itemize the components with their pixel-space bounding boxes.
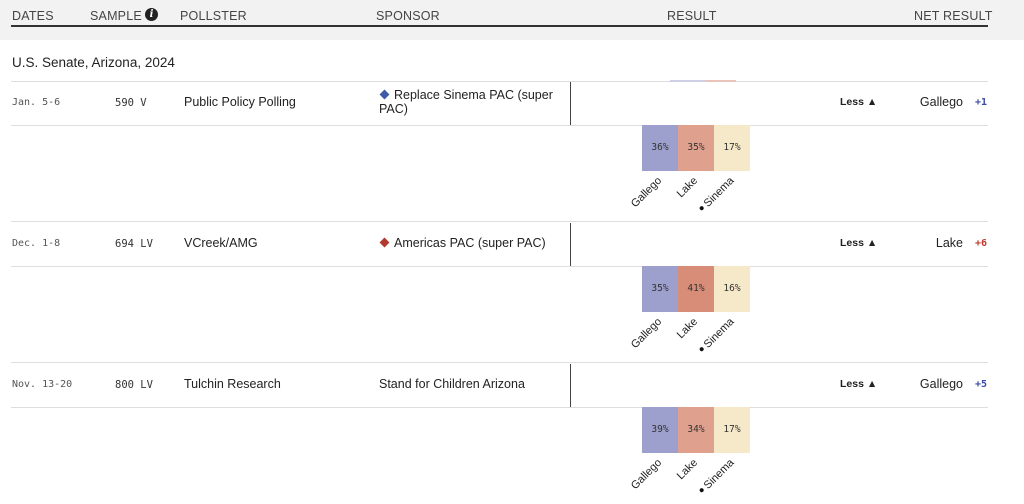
sponsor-column-header[interactable]: SPONSOR xyxy=(376,9,440,23)
sample-column-header[interactable]: SAMPLE xyxy=(90,9,142,23)
previous-bar-lake xyxy=(706,80,736,82)
poll-sample: 590 V xyxy=(115,97,147,109)
net-result-leader: Gallego xyxy=(919,95,963,109)
result-bar-gallego xyxy=(642,125,678,171)
pollster-link[interactable]: Public Policy Polling xyxy=(184,95,296,109)
candidate-label-lake: Lake xyxy=(675,175,700,200)
divider xyxy=(11,362,988,363)
result-pct-lake: 35% xyxy=(687,142,705,153)
net-result-leader: Gallego xyxy=(919,377,963,391)
result-pct-sinema: 17% xyxy=(723,424,741,435)
divider xyxy=(11,266,988,267)
candidate-name: Lake xyxy=(674,315,701,342)
candidate-label-sinema: Sinema xyxy=(696,457,736,497)
candidate-label-sinema: Sinema xyxy=(696,175,736,215)
result-bar-lake xyxy=(678,407,714,453)
header-divider xyxy=(11,25,988,27)
sponsor-name: Stand for Children Arizona xyxy=(379,377,525,391)
incumbent-dot-icon xyxy=(698,205,705,212)
sponsor: Americas PAC (super PAC) xyxy=(379,236,564,250)
sponsor-party-diamond-icon xyxy=(379,89,390,100)
candidate-name: Gallego xyxy=(628,174,665,211)
net-result-margin: +5 xyxy=(975,379,988,390)
candidate-name: Sinema xyxy=(701,174,737,210)
result-divider xyxy=(570,223,571,267)
candidate-label-sinema: Sinema xyxy=(696,316,736,356)
less-toggle-button[interactable]: Less ▲ xyxy=(840,237,878,249)
candidate-label-lake: Lake xyxy=(675,316,700,341)
net-result-margin: +6 xyxy=(975,238,988,249)
candidate-label-gallego: Gallego xyxy=(629,316,664,351)
sponsor-name: Replace Sinema PAC (super xyxy=(394,88,553,102)
pollster-link[interactable]: Tulchin Research xyxy=(184,377,281,391)
less-toggle-button[interactable]: Less ▲ xyxy=(840,378,878,390)
result-pct-gallego: 36% xyxy=(651,142,669,153)
result-bars: 35% 41% 16% xyxy=(642,266,752,312)
candidate-name: Sinema xyxy=(701,456,737,492)
less-toggle-button[interactable]: Less ▲ xyxy=(840,96,878,108)
sponsor: Replace Sinema PAC (super PAC) xyxy=(379,88,564,116)
candidate-name: Lake xyxy=(674,456,701,483)
info-icon[interactable]: i xyxy=(145,8,158,21)
result-pct-gallego: 39% xyxy=(651,424,669,435)
result-column-header: RESULT xyxy=(667,9,717,23)
result-pct-lake: 34% xyxy=(687,424,705,435)
dates-column-header[interactable]: DATES xyxy=(12,9,54,23)
result-pct-sinema: 16% xyxy=(723,283,741,294)
result-bar-gallego xyxy=(642,266,678,312)
sponsor: Stand for Children Arizona xyxy=(379,377,564,391)
candidate-label-lake: Lake xyxy=(675,457,700,482)
incumbent-dot-icon xyxy=(698,346,705,353)
candidate-name: Sinema xyxy=(701,315,737,351)
divider xyxy=(11,81,988,82)
divider xyxy=(11,221,988,222)
result-bar-lake xyxy=(678,266,714,312)
candidate-name: Gallego xyxy=(628,315,665,352)
result-bars: 36% 35% 17% xyxy=(642,125,752,171)
candidate-name: Lake xyxy=(674,174,701,201)
pollster-link[interactable]: VCreek/AMG xyxy=(184,236,258,250)
candidate-name: Gallego xyxy=(628,456,665,493)
sponsor-name-continued: PAC) xyxy=(379,102,408,116)
poll-dates: Nov. 13-20 xyxy=(12,379,73,390)
candidate-label-gallego: Gallego xyxy=(629,175,664,210)
result-pct-gallego: 35% xyxy=(651,283,669,294)
net-result-leader: Lake xyxy=(935,236,963,250)
candidate-label-gallego: Gallego xyxy=(629,457,664,492)
pollster-column-header[interactable]: POLLSTER xyxy=(180,9,247,23)
incumbent-dot-icon xyxy=(698,487,705,494)
result-bar-sinema xyxy=(714,266,750,312)
result-bars: 39% 34% 17% xyxy=(642,407,752,453)
result-bar-lake xyxy=(678,125,714,171)
table-header: DATES SAMPLE i POLLSTER SPONSOR RESULT N… xyxy=(0,0,1024,40)
result-bar-gallego xyxy=(642,407,678,453)
net-result-margin: +1 xyxy=(975,97,988,108)
previous-bar-gallego xyxy=(670,80,706,82)
poll-sample: 800 LV xyxy=(115,379,153,391)
poll-sample: 694 LV xyxy=(115,238,153,250)
section-title: U.S. Senate, Arizona, 2024 xyxy=(12,55,175,70)
result-pct-lake: 41% xyxy=(687,283,705,294)
result-bar-sinema xyxy=(714,407,750,453)
sponsor-name: Americas PAC (super PAC) xyxy=(394,236,546,250)
divider xyxy=(11,407,988,408)
result-bar-sinema xyxy=(714,125,750,171)
poll-dates: Dec. 1-8 xyxy=(12,238,61,249)
net-result-column-header[interactable]: NET RESULT xyxy=(914,9,993,23)
result-divider xyxy=(570,82,571,126)
poll-dates: Jan. 5-6 xyxy=(12,97,61,108)
result-divider xyxy=(570,364,571,408)
divider xyxy=(11,125,988,126)
result-pct-sinema: 17% xyxy=(723,142,741,153)
sponsor-party-diamond-icon xyxy=(379,237,390,248)
